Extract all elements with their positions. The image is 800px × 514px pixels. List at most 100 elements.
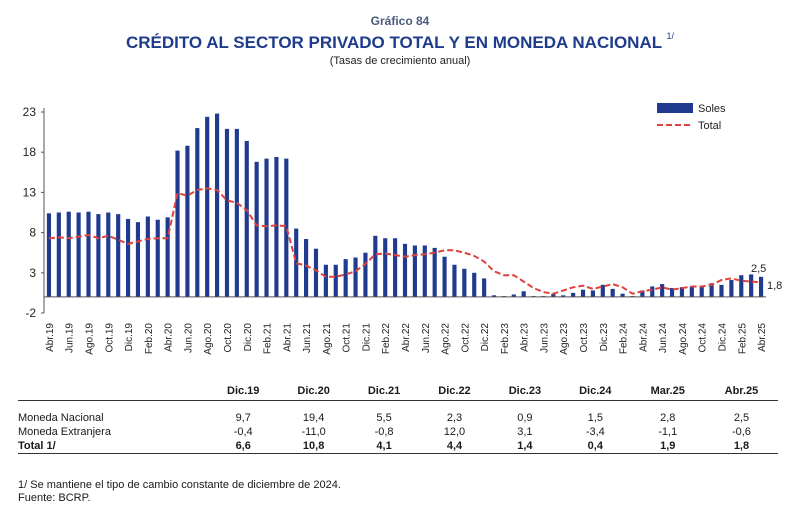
bar-soles [491,295,497,297]
table-cell: 10,8 [278,439,349,454]
bar-soles [580,289,586,297]
bar-soles [264,158,269,297]
bar-soles [462,268,467,297]
table-header-label [18,384,208,401]
footnote: 1/ Se mantiene el tipo de cambio constan… [18,479,341,491]
table-cell: 2,8 [660,412,676,424]
bar-soles [175,150,180,297]
chart-title-text: CRÉDITO AL SECTOR PRIVADO TOTAL Y EN MON… [125,33,662,52]
table-header-cell: Dic.24 [560,384,631,401]
line-series-total [48,187,762,295]
row-label: Moneda Extranjera [18,426,111,438]
bar-soles [383,238,388,297]
bar-soles [521,291,526,297]
table-header-cell: Dic.20 [278,384,349,401]
x-tick-label: Abr.23 [520,323,531,352]
row-label: Moneda Nacional [18,412,104,424]
table-cell: -0,8 [374,426,394,438]
bar-soles [353,257,358,297]
x-tick-label: Oct.22 [460,323,471,353]
chart-number: Gráfico 84 [370,14,430,28]
table-row-moneda-extranjera: Moneda Extranjera -0,4 -11,0 -0,8 12,0 3… [18,425,778,439]
x-tick-label: Feb.25 [737,323,748,355]
legend-swatch-soles [657,103,693,113]
x-tick-label: Feb.23 [500,323,511,355]
bar-soles [600,284,605,297]
bar-soles [650,286,655,297]
x-tick-label: Abr.20 [164,323,175,352]
table-cell: 19,4 [302,412,325,424]
bar-soles [729,280,734,297]
y-tick-label: 8 [29,226,36,240]
x-tick-label: Dic.24 [717,323,728,352]
chart-subtitle: (Tasas de crecimiento anual) [329,55,471,67]
x-tick-label: Jun.19 [65,323,76,353]
chart-title: CRÉDITO AL SECTOR PRIVADO TOTAL Y EN MON… [0,31,800,53]
bar-soles [155,219,160,297]
end-label-total: 1,8 [767,280,782,292]
bar-soles [343,259,348,297]
table-cell: -1,1 [658,426,678,438]
bar-soles [106,212,111,297]
bar-soles [76,212,81,297]
y-tick-label: 13 [23,185,37,199]
x-tick-label: Abr.21 [282,323,293,352]
bar-soles [442,256,447,297]
x-tick-label: Jun.23 [539,323,550,353]
table-cell: 4,1 [348,439,420,454]
bar-soles [116,214,121,297]
table-header-cell: Dic.23 [489,384,561,401]
table-cell: 4,4 [419,439,490,454]
x-tick-label: Abr.22 [401,323,412,352]
bar-soles [571,292,576,297]
bar-soles [234,128,239,297]
table-cell: 1,8 [704,439,778,454]
bar-soles [165,217,170,297]
bar-soles [145,216,150,297]
x-tick-label: Jun.24 [658,323,669,353]
table-cell: 2,3 [446,412,463,424]
bar-soles [709,283,714,297]
bar-soles [244,140,249,297]
x-tick-label: Feb.22 [381,323,392,355]
table-row-moneda-nacional: Moneda Nacional 9,7 19,4 5,5 2,3 0,9 1,5… [18,411,778,425]
table-cell: 1,4 [489,439,561,454]
y-tick-label: 3 [29,266,36,280]
x-tick-label: Ago.20 [203,323,214,355]
table-row-total: Total 1/ 6,6 10,8 4,1 4,4 1,4 0,4 1,9 1,… [18,439,778,454]
legend: Soles Total [657,103,726,132]
bar-soles [373,235,378,297]
table-header-cell: Mar.25 [630,384,705,401]
bar-soles [56,212,61,297]
table-cell: -0,4 [233,426,253,438]
table-cell: 0,4 [560,439,631,454]
x-tick-label: Oct.24 [698,323,709,353]
bar-soles [66,211,71,297]
bar-soles [333,264,338,297]
bar-soles [135,222,141,297]
bar-soles [669,288,675,297]
x-tick-label: Abr.24 [638,323,649,352]
table-cell: -11,0 [301,426,326,438]
bar-soles [511,294,516,297]
table-cell: 12,0 [443,426,466,438]
table-cell: 1,5 [587,412,603,424]
source-note: Fuente: BCRP. [18,492,91,504]
bar-soles [304,239,309,297]
x-axis: Abr.19 Jun.19 Ago.19 Oct.19 Dic.19 Feb.20 Abr.… [44,296,768,355]
x-tick-label: Oct.19 [104,323,115,353]
table-cell: 1,9 [630,439,705,454]
y-tick-label: -2 [25,306,36,320]
table-cell: 5,5 [376,412,392,424]
bar-soles [323,264,328,297]
bar-soles [46,213,52,297]
legend-label-total: Total [698,120,721,132]
summary-table: Dic.19 Dic.20 Dic.21 Dic.22 Dic.23 Dic.2… [18,384,778,454]
bar-soles [482,278,487,297]
table-cell: 3,1 [517,426,533,438]
end-label-soles: 2,5 [751,263,766,275]
bar-soles [224,128,230,297]
bar-soles [679,287,685,297]
y-tick-label: 18 [23,145,37,159]
row-label: Total 1/ [18,439,208,454]
